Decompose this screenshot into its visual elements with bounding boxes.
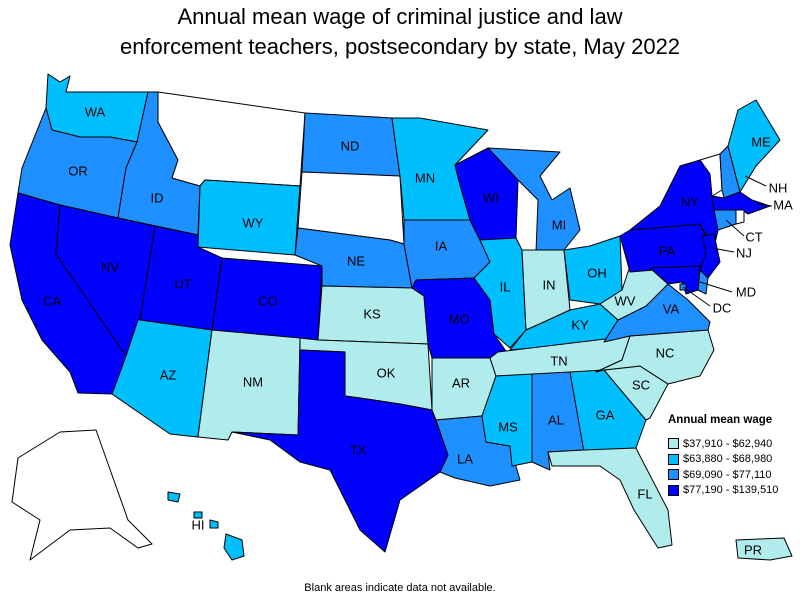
label-in: IN — [543, 277, 556, 292]
state-pr[interactable] — [735, 537, 793, 561]
label-nj: NJ — [736, 245, 752, 260]
title-line-2: enforcement teachers, postsecondary by s… — [119, 34, 681, 59]
legend: Annual mean wage $37,910 - $62,940 $63,8… — [668, 414, 798, 498]
legend-item: $63,880 - $68,980 — [668, 452, 798, 468]
label-az: AZ — [160, 367, 177, 382]
state-fl[interactable] — [547, 447, 673, 549]
label-wy: WY — [243, 215, 264, 230]
label-mi: MI — [552, 217, 566, 232]
label-nh: NH — [769, 180, 788, 195]
label-ne: NE — [347, 253, 365, 268]
label-co: CO — [258, 293, 278, 308]
legend-swatch — [668, 453, 679, 465]
label-ms: MS — [498, 419, 518, 434]
label-pa: PA — [659, 243, 676, 258]
legend-item: $69,090 - $77,110 — [668, 467, 798, 483]
legend-title: Annual mean wage — [668, 414, 773, 426]
legend-swatch — [668, 484, 679, 496]
state-ri[interactable] — [735, 209, 745, 225]
state-nc[interactable] — [595, 329, 715, 385]
state-ga[interactable] — [569, 369, 647, 453]
label-ga: GA — [596, 407, 615, 422]
label-wv: WV — [615, 293, 636, 308]
label-pr: PR — [744, 542, 762, 557]
label-ct: CT — [745, 229, 762, 244]
label-ia: IA — [435, 238, 448, 253]
label-nv: NV — [101, 259, 119, 274]
label-tx: TX — [350, 442, 367, 457]
label-nd: ND — [341, 138, 360, 153]
title-line-1: Annual mean wage of criminal justice and… — [177, 4, 623, 29]
label-ma: MA — [773, 197, 793, 212]
legend-item: $37,910 - $62,940 — [668, 436, 798, 452]
label-la: LA — [457, 451, 473, 466]
label-hi: HI — [192, 517, 205, 532]
label-dc: DC — [713, 300, 732, 315]
map-title: Annual mean wage of criminal justice and… — [0, 2, 800, 62]
label-ny: NY — [681, 194, 699, 209]
state-hi-island-4[interactable] — [167, 491, 181, 503]
label-wa: WA — [85, 104, 106, 119]
legend-label: $69,090 - $77,110 — [683, 468, 772, 481]
state-tx[interactable] — [231, 349, 449, 553]
legend-swatch — [668, 438, 679, 450]
state-hi[interactable] — [223, 533, 245, 561]
label-mo: MO — [449, 311, 470, 326]
label-tn: TN — [550, 353, 567, 368]
label-ky: KY — [571, 317, 589, 332]
label-va: VA — [663, 301, 680, 316]
label-al: AL — [548, 412, 564, 427]
state-hi-island-3[interactable] — [193, 511, 203, 519]
label-ca: CA — [43, 293, 61, 308]
leader-dc — [682, 286, 711, 307]
legend-label: $63,880 - $68,980 — [683, 453, 773, 466]
state-ak[interactable] — [11, 429, 153, 561]
state-mt[interactable] — [157, 91, 306, 187]
state-hi-group — [167, 491, 245, 561]
label-wi: WI — [483, 190, 499, 205]
label-ar: AR — [452, 375, 470, 390]
leader-ct — [725, 219, 745, 237]
label-mn: MN — [415, 170, 435, 185]
state-hi-island-2[interactable] — [209, 519, 219, 529]
leader-nj — [711, 247, 735, 253]
state-vt[interactable] — [699, 153, 723, 197]
label-me: ME — [751, 134, 771, 149]
label-nc: NC — [656, 345, 675, 360]
state-md[interactable] — [649, 265, 701, 295]
leader-ma — [757, 203, 773, 207]
label-ut: UT — [174, 276, 191, 291]
label-fl: FL — [637, 486, 652, 501]
state-ct[interactable] — [713, 209, 737, 231]
state-wy[interactable] — [197, 179, 301, 256]
leader-lines — [682, 175, 773, 307]
label-md: MD — [736, 284, 756, 299]
label-ks: KS — [363, 306, 381, 321]
footnote: Blank areas indicate data not available. — [304, 582, 496, 594]
label-sc: SC — [632, 377, 650, 392]
label-or: OR — [68, 163, 88, 178]
state-labels: WA OR CA ID NV WY UT AZ CO NM ND NE KS O… — [43, 104, 793, 557]
state-mi[interactable] — [487, 147, 581, 253]
legend-swatch — [668, 469, 679, 481]
leader-md — [699, 281, 733, 293]
legend-label: $37,910 - $62,940 — [683, 437, 773, 450]
label-il: IL — [500, 279, 511, 294]
leader-nh — [744, 175, 767, 187]
legend-label: $77,190 - $139,510 — [683, 484, 779, 497]
legend-item: $77,190 - $139,510 — [668, 483, 798, 499]
label-oh: OH — [587, 265, 607, 280]
label-ok: OK — [377, 365, 396, 380]
state-il[interactable] — [473, 237, 527, 349]
label-id: ID — [151, 190, 164, 205]
label-nm: NM — [243, 374, 263, 389]
